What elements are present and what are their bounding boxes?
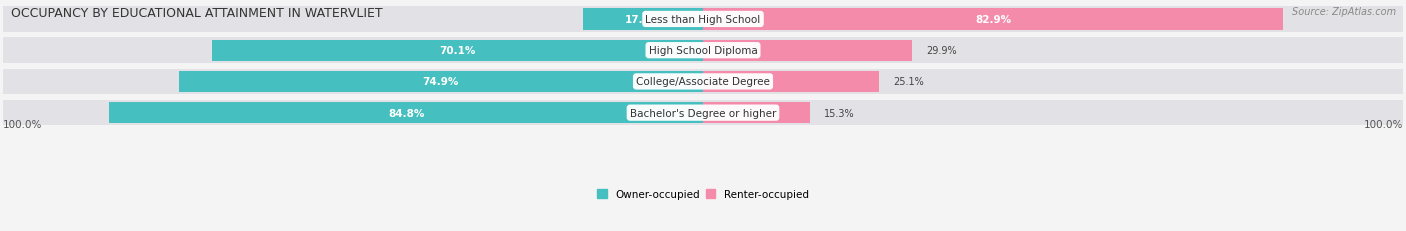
Legend: Owner-occupied, Renter-occupied: Owner-occupied, Renter-occupied bbox=[598, 189, 808, 199]
Bar bbox=[179, 71, 703, 93]
Text: 17.1%: 17.1% bbox=[624, 15, 661, 25]
Text: College/Associate Degree: College/Associate Degree bbox=[636, 77, 770, 87]
Bar bbox=[3, 7, 1403, 33]
Text: High School Diploma: High School Diploma bbox=[648, 46, 758, 56]
Text: OCCUPANCY BY EDUCATIONAL ATTAINMENT IN WATERVLIET: OCCUPANCY BY EDUCATIONAL ATTAINMENT IN W… bbox=[11, 7, 382, 20]
Text: 70.1%: 70.1% bbox=[440, 46, 475, 56]
Bar bbox=[703, 103, 810, 124]
Bar bbox=[703, 9, 1284, 30]
Text: 100.0%: 100.0% bbox=[1364, 119, 1403, 129]
Bar bbox=[110, 103, 703, 124]
Text: 15.3%: 15.3% bbox=[824, 108, 855, 118]
Text: 29.9%: 29.9% bbox=[927, 46, 957, 56]
Bar bbox=[3, 100, 1403, 126]
Text: Source: ZipAtlas.com: Source: ZipAtlas.com bbox=[1292, 7, 1396, 17]
Text: 82.9%: 82.9% bbox=[976, 15, 1011, 25]
Text: 100.0%: 100.0% bbox=[3, 119, 42, 129]
Bar bbox=[703, 71, 879, 93]
Text: 25.1%: 25.1% bbox=[893, 77, 924, 87]
Text: 84.8%: 84.8% bbox=[388, 108, 425, 118]
Bar bbox=[583, 9, 703, 30]
Text: 74.9%: 74.9% bbox=[423, 77, 458, 87]
Bar bbox=[3, 38, 1403, 64]
Bar bbox=[212, 40, 703, 61]
Text: Less than High School: Less than High School bbox=[645, 15, 761, 25]
Bar bbox=[703, 40, 912, 61]
Text: Bachelor's Degree or higher: Bachelor's Degree or higher bbox=[630, 108, 776, 118]
Bar bbox=[3, 69, 1403, 95]
